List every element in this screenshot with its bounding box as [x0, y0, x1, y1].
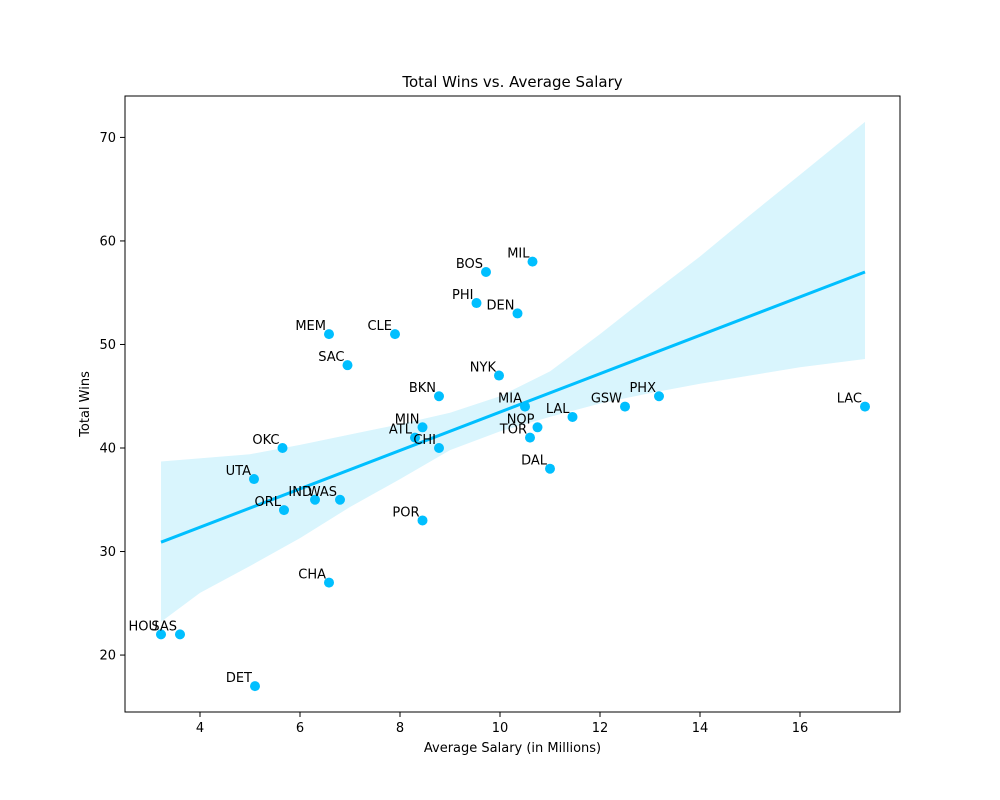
data-point-phi	[471, 298, 482, 309]
data-point-hou	[156, 629, 166, 640]
y-tick-label: 70	[99, 131, 116, 146]
data-point-atl	[410, 432, 420, 443]
point-label-sas: SAS	[151, 619, 177, 634]
x-tick-label: 4	[196, 721, 204, 736]
data-point-sas	[175, 629, 185, 640]
data-point-mil	[527, 256, 538, 267]
point-label-min: MIN	[395, 412, 420, 427]
data-point-was	[335, 494, 345, 505]
data-point-bkn	[434, 391, 444, 402]
data-point-chi	[434, 443, 444, 453]
point-label-ind: IND	[288, 485, 312, 500]
x-tick-label: 12	[592, 721, 609, 736]
regression-line	[160, 270, 866, 544]
point-label-mem: MEM	[295, 319, 326, 334]
points-layer	[156, 256, 870, 692]
data-point-lac	[860, 401, 870, 412]
point-label-mia: MIA	[498, 392, 522, 407]
plot-frame	[124, 95, 901, 713]
data-point-lal	[567, 411, 578, 422]
data-point-por	[417, 515, 428, 526]
data-point-bos	[481, 267, 491, 277]
data-point-orl	[279, 505, 289, 516]
point-label-phi: PHI	[452, 288, 473, 303]
data-point-tor	[525, 432, 535, 443]
point-label-dal: DAL	[521, 454, 548, 469]
y-axis-label: Total Wins	[78, 371, 93, 438]
point-label-okc: OKC	[252, 433, 279, 448]
y-tick-label: 20	[99, 649, 116, 664]
point-label-cha: CHA	[298, 568, 326, 583]
point-label-nyk: NYK	[470, 361, 497, 376]
confidence-band	[161, 121, 865, 622]
data-point-sac	[342, 360, 353, 371]
point-labels-layer: MIL BOS PHI DEN MEM CLE SAC NYK BKN PHX MIA GSW LAC L…	[128, 247, 862, 686]
confidence-band-layer	[161, 121, 865, 622]
data-point-cle	[390, 329, 400, 340]
point-label-det: DET	[226, 671, 252, 686]
point-label-hou: HOU	[128, 619, 158, 634]
point-label-lac: LAC	[837, 392, 862, 407]
data-point-uta	[249, 474, 259, 485]
data-point-phx	[654, 391, 664, 402]
data-point-mem	[324, 329, 334, 340]
y-tick-label: 40	[99, 442, 116, 457]
point-label-den: DEN	[487, 298, 515, 313]
point-label-sac: SAC	[318, 350, 344, 365]
data-point-dal	[545, 463, 555, 474]
y-tick-label: 30	[99, 545, 116, 560]
data-point-den	[512, 308, 523, 319]
point-label-por: POR	[392, 505, 419, 520]
y-tick-label: 50	[99, 338, 116, 353]
data-point-nop	[532, 422, 543, 433]
point-label-nop: NOP	[507, 412, 535, 427]
point-label-orl: ORL	[254, 495, 281, 510]
x-tick-label: 6	[296, 721, 304, 736]
data-point-nyk	[494, 370, 504, 381]
data-point-det	[250, 681, 260, 692]
x-tick-label: 8	[396, 721, 404, 736]
point-label-phx: PHX	[629, 381, 656, 396]
point-label-tor: TOR	[499, 423, 527, 438]
point-label-chi: CHI	[413, 433, 436, 448]
point-label-was: WAS	[308, 485, 337, 500]
x-axis-label: Average Salary (in Millions)	[424, 741, 601, 756]
point-label-atl: ATL	[389, 423, 413, 438]
point-label-gsw: GSW	[591, 392, 622, 407]
data-point-ind	[310, 494, 320, 505]
data-point-min	[417, 422, 428, 433]
point-label-mil: MIL	[507, 247, 530, 262]
x-tick-label: 10	[492, 721, 509, 736]
point-label-bos: BOS	[456, 257, 483, 272]
data-point-okc	[277, 443, 288, 453]
data-point-gsw	[620, 401, 630, 412]
y-tick-label: 60	[99, 234, 116, 249]
chart-title: Total Wins vs. Average Salary	[401, 73, 622, 91]
point-label-bkn: BKN	[409, 381, 436, 396]
x-tick-label: 16	[792, 721, 809, 736]
x-ticks-layer: 4 6 8 10 12 14 16	[196, 712, 808, 736]
data-point-mia	[520, 401, 530, 412]
point-label-lal: LAL	[546, 402, 570, 417]
x-tick-label: 14	[692, 721, 709, 736]
regression-line-layer	[160, 270, 866, 544]
data-point-cha	[324, 577, 334, 588]
y-ticks-layer: 20 30 40 50 60 70	[99, 131, 125, 664]
point-label-cle: CLE	[367, 319, 392, 334]
point-label-uta: UTA	[226, 464, 251, 479]
